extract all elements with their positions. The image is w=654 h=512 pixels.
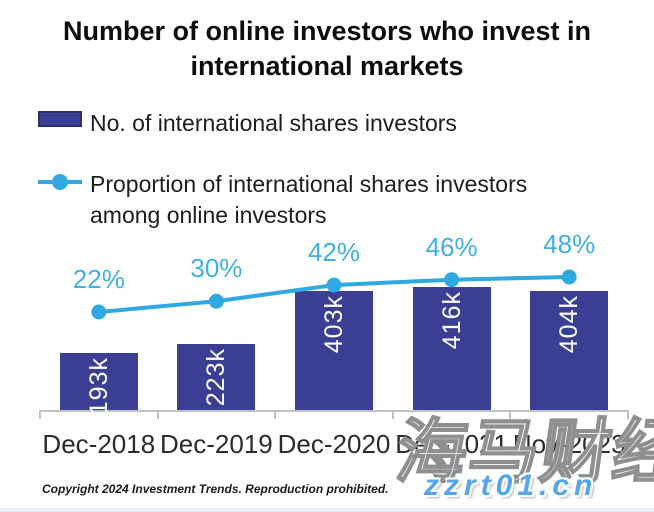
line-swatch-marker-icon — [52, 174, 68, 190]
line-marker — [208, 293, 224, 309]
bar-value-label: 403k — [320, 294, 348, 354]
bar-series-swatch — [38, 111, 82, 127]
legend-item-line-label-line2: among online investors — [90, 202, 327, 228]
chart-title-line1: Number of online investors who invest in — [62, 16, 592, 46]
x-axis-label: Dec-2018 — [42, 429, 156, 459]
copyright-notice: Copyright 2024 Investment Trends. Reprod… — [42, 482, 389, 496]
legend-item-line-label-line1: Proportion of international shares inves… — [90, 171, 528, 197]
axis-tick — [391, 410, 394, 419]
axis-tick — [509, 410, 512, 419]
watermark-url: zzrt01.cn — [424, 469, 598, 502]
x-axis-line — [40, 410, 629, 412]
line-marker — [91, 304, 107, 320]
bar-value-label: 416k — [437, 291, 466, 350]
line-value-label: 30% — [190, 253, 243, 284]
legend-item-bars: No. of international shares investors — [38, 108, 527, 139]
x-axis-label: Nov-2023 — [512, 429, 626, 459]
line-marker — [444, 272, 460, 288]
x-axis-label: Dec-2019 — [160, 429, 273, 459]
bar-value-label: 404k — [555, 294, 584, 353]
axis-tick — [627, 410, 629, 419]
bar-value-label: 223k — [202, 348, 231, 407]
line-value-label: 46% — [425, 231, 478, 262]
bottom-border — [0, 508, 654, 512]
legend-item-bars-label: No. of international shares investors — [90, 110, 457, 136]
chart-title: Number of online investors who invest in… — [0, 14, 654, 84]
axis-tick — [156, 410, 159, 419]
legend-item-line: Proportion of international shares inves… — [38, 169, 527, 231]
line-series-swatch — [38, 171, 82, 193]
chart-legend: No. of international shares investors Pr… — [38, 108, 527, 231]
line-marker — [561, 269, 577, 285]
x-axis-label: Dec-2020 — [277, 429, 391, 459]
bar-value-label: 193k — [84, 357, 113, 416]
bar-dec-2018 — [59, 353, 138, 410]
x-axis-label: Dec-2021 — [395, 429, 508, 459]
bar-dec-2019 — [177, 344, 256, 410]
line-value-label: 48% — [543, 229, 596, 259]
chart-title-line2: international markets — [190, 51, 464, 81]
legend-item-line-label: Proportion of international shares inves… — [90, 169, 527, 231]
line-value-label: 42% — [307, 237, 361, 268]
axis-tick — [39, 410, 41, 419]
axis-tick — [274, 410, 277, 419]
line-value-label: 22% — [72, 264, 125, 294]
